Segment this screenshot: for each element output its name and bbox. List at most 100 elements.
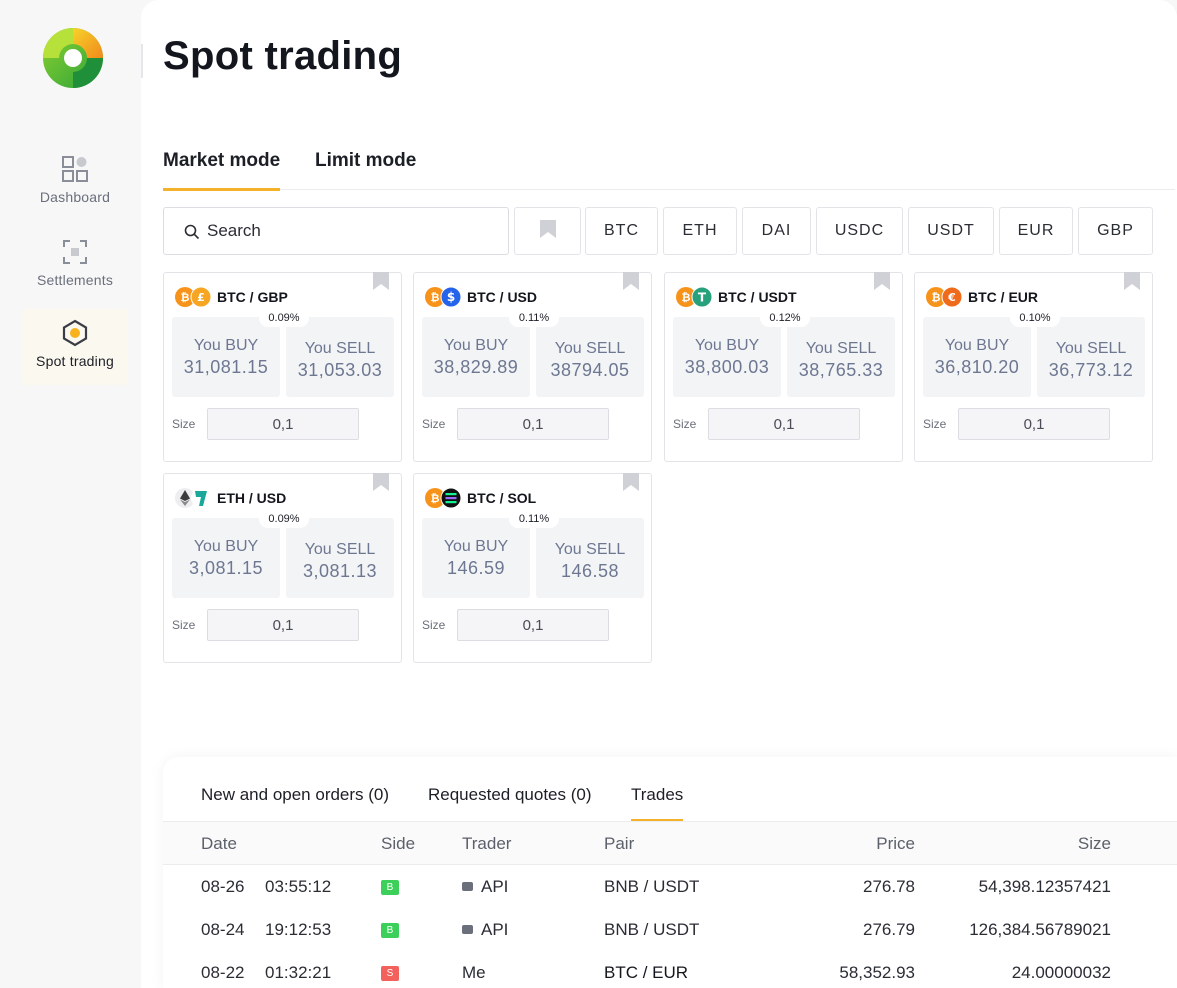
column-pair: Pair <box>604 834 635 853</box>
buy-label: You BUY <box>694 337 760 354</box>
pair-card-btc-eur: ₿ € BTC / EUR You BUY 36,810.20 You SELL… <box>914 272 1153 462</box>
bookmark-icon[interactable] <box>373 473 389 491</box>
table-row[interactable]: 08-26 03:55:12 B API BNB / USDT 276.78 5… <box>163 865 1177 908</box>
trade-date: 08-24 <box>201 920 245 939</box>
size-input[interactable] <box>207 609 359 641</box>
sidebar-item-label: Dashboard <box>39 189 111 205</box>
pair-card-btc-usd: ₿ $ BTC / USD You BUY 38,829.89 You SELL… <box>413 272 652 462</box>
size-input[interactable] <box>457 609 609 641</box>
buy-label: You BUY <box>193 538 259 555</box>
trade-time: 19:12:53 <box>265 920 332 939</box>
bookmark-icon[interactable] <box>373 272 389 290</box>
bookmark-icon[interactable] <box>874 272 890 290</box>
sell-label: You SELL <box>1055 340 1127 357</box>
size-label: Size <box>673 417 697 431</box>
column-date: Date <box>201 834 237 853</box>
buy-price: 3,081.15 <box>188 558 264 578</box>
sell-button[interactable]: You SELL 38794.05 <box>536 317 644 397</box>
buy-button[interactable]: You BUY 38,800.03 <box>673 317 781 397</box>
robot-icon <box>462 882 473 891</box>
filter-dai[interactable]: DAI <box>742 207 811 255</box>
tab-trades[interactable]: Trades <box>631 785 684 822</box>
sell-button[interactable]: You SELL 31,053.03 <box>286 317 394 397</box>
buy-label: You BUY <box>443 337 509 354</box>
buy-label: You BUY <box>944 337 1010 354</box>
main-panel: Spot trading Market mode Limit mode BTC … <box>141 0 1177 988</box>
pair-name: ETH / USD <box>217 490 287 506</box>
svg-text:₿: ₿ <box>932 291 941 304</box>
eth-usd-coin-icons <box>175 488 211 508</box>
sell-price: 3,081.13 <box>302 561 378 581</box>
buy-button[interactable]: You BUY 31,081.15 <box>172 317 280 397</box>
filter-btc[interactable]: BTC <box>585 207 658 255</box>
btc-usd-coin-icons: ₿ $ <box>425 286 462 308</box>
column-size: Size <box>1077 834 1111 853</box>
spread-badge: 0.12% <box>760 309 810 327</box>
bookmark-icon[interactable] <box>623 272 639 290</box>
tab-open-orders[interactable]: New and open orders (0) <box>201 785 390 804</box>
sidebar-item-spot-trading[interactable]: Spot trading <box>22 309 128 385</box>
table-row[interactable]: 08-24 19:12:53 B API BNB / USDT 276.79 1… <box>163 908 1177 951</box>
btc-eur-coin-icons: ₿ € <box>926 286 963 308</box>
sell-label: You SELL <box>554 340 626 357</box>
column-price: Price <box>876 834 915 853</box>
size-label: Size <box>172 618 196 632</box>
spot-trading-icon <box>62 319 88 347</box>
spread-badge: 0.09% <box>259 309 309 327</box>
bookmark-icon[interactable] <box>1124 272 1140 290</box>
size-input[interactable] <box>207 408 359 440</box>
svg-text:€: € <box>947 291 956 304</box>
svg-text:T: T <box>698 291 707 305</box>
search-icon <box>184 224 200 240</box>
buy-button[interactable]: You BUY 38,829.89 <box>422 317 530 397</box>
trade-size: 126,384.56789021 <box>969 920 1111 939</box>
orders-panel: New and open orders (0) Requested quotes… <box>163 757 1177 988</box>
spread-badge: 0.10% <box>1010 309 1060 327</box>
size-input[interactable] <box>958 408 1110 440</box>
filter-usdt[interactable]: USDT <box>908 207 994 255</box>
size-label: Size <box>422 417 446 431</box>
trade-price: 276.78 <box>863 877 915 896</box>
spread-badge: 0.11% <box>509 510 559 528</box>
trade-date: 08-22 <box>201 963 245 982</box>
sell-label: You SELL <box>304 541 376 558</box>
size-input[interactable] <box>457 408 609 440</box>
title-divider <box>141 44 143 78</box>
buy-button[interactable]: You BUY 36,810.20 <box>923 317 1031 397</box>
filter-bookmarked[interactable] <box>514 207 581 255</box>
mode-tabs: Market mode Limit mode <box>163 130 1175 191</box>
filter-gbp[interactable]: GBP <box>1078 207 1153 255</box>
buy-price: 38,800.03 <box>684 357 770 377</box>
sell-button[interactable]: You SELL 36,773.12 <box>1037 317 1145 397</box>
sell-label: You SELL <box>304 340 376 357</box>
sidebar-item-settlements[interactable]: Settlements <box>22 228 128 304</box>
search-input[interactable] <box>207 220 487 242</box>
bookmark-icon[interactable] <box>623 473 639 491</box>
svg-text:₿: ₿ <box>431 492 440 505</box>
trade-size: 54,398.12357421 <box>978 877 1111 896</box>
filter-eth[interactable]: ETH <box>663 207 737 255</box>
app-logo-icon[interactable] <box>42 27 104 89</box>
tab-limit-mode[interactable]: Limit mode <box>315 150 417 171</box>
trade-pair: BTC / EUR <box>604 963 689 982</box>
svg-text:₿: ₿ <box>682 291 691 304</box>
svg-text:£: £ <box>197 291 205 304</box>
sidebar-item-dashboard[interactable]: Dashboard <box>22 145 128 221</box>
table-row[interactable]: 08-22 01:32:21 S Me BTC / EUR 58,352.93 … <box>163 951 1177 988</box>
sell-price: 38794.05 <box>550 360 630 380</box>
size-input[interactable] <box>708 408 860 440</box>
pair-name: BTC / GBP <box>217 289 288 305</box>
buy-button[interactable]: You BUY 3,081.15 <box>172 518 280 598</box>
sell-button[interactable]: You SELL 146.58 <box>536 518 644 598</box>
pair-card-eth-usd: ETH / USD You BUY 3,081.15 You SELL 3,08… <box>163 473 402 663</box>
sell-button[interactable]: You SELL 38,765.33 <box>787 317 895 397</box>
sidebar: Dashboard Settlements Spot trading <box>0 0 148 988</box>
bookmark-icon <box>539 219 556 238</box>
btc-gbp-coin-icons: ₿ £ <box>175 286 212 308</box>
tab-requested-quotes[interactable]: Requested quotes (0) <box>428 785 592 804</box>
sell-button[interactable]: You SELL 3,081.13 <box>286 518 394 598</box>
buy-button[interactable]: You BUY 146.59 <box>422 518 530 598</box>
tab-market-mode[interactable]: Market mode <box>163 150 281 191</box>
filter-eur[interactable]: EUR <box>999 207 1073 255</box>
filter-usdc[interactable]: USDC <box>816 207 903 255</box>
